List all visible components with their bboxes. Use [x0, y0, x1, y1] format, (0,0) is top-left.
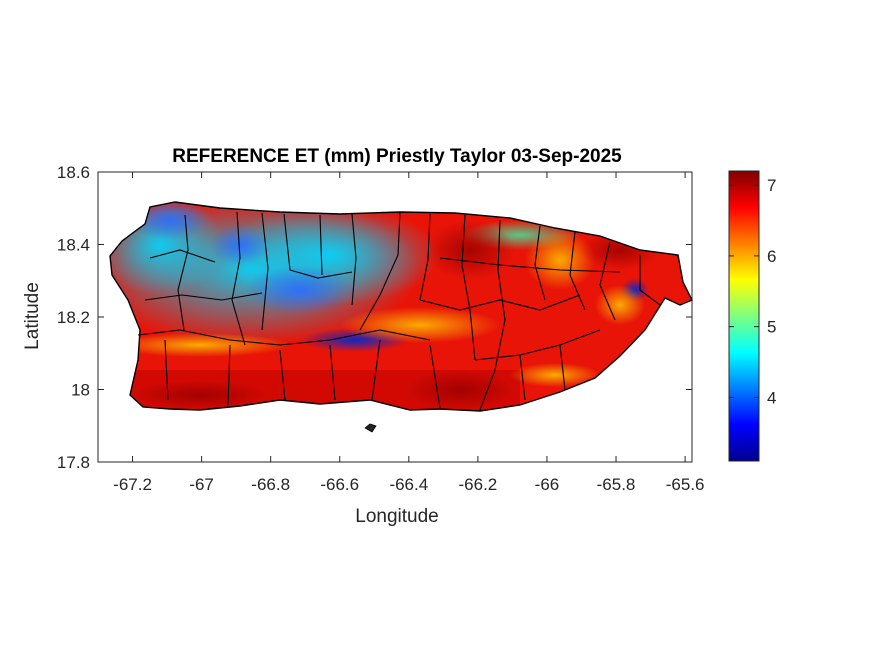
et-raster — [110, 202, 692, 411]
small-island — [364, 423, 377, 433]
municipality-boundaries — [109, 201, 693, 412]
x-tick-label: -66.2 — [459, 475, 498, 494]
y-tick-label: 18 — [71, 381, 90, 400]
x-tick-label: -66.6 — [320, 475, 359, 494]
x-tick-label: -67.2 — [113, 475, 152, 494]
colorbar-gradient — [728, 170, 760, 462]
x-tick-label: -66 — [535, 475, 560, 494]
y-tick-label: 18.6 — [57, 163, 90, 182]
x-axis-label: Longitude — [355, 506, 438, 527]
colorbar-ticks: 4 5 6 7 — [729, 176, 776, 407]
y-tick-label: 18.2 — [57, 308, 90, 327]
y-axis-ticks: 17.8 18 18.2 18.4 18.6 — [57, 163, 692, 472]
x-tick-label: -65.6 — [666, 475, 705, 494]
y-axis-label: Latitude — [22, 282, 43, 350]
colorbar-tick-label: 7 — [767, 176, 776, 195]
chart-title: REFERENCE ET (mm) Priestly Taylor 03-Sep… — [172, 146, 622, 167]
x-tick-label: -66.4 — [389, 475, 428, 494]
colorbar-tick-label: 6 — [767, 247, 776, 266]
colorbar: 4 5 6 7 — [728, 170, 776, 462]
y-tick-label: 18.4 — [57, 236, 90, 255]
colorbar-tick-label: 5 — [767, 318, 776, 337]
x-tick-label: -67 — [189, 475, 214, 494]
x-tick-label: -65.8 — [597, 475, 636, 494]
x-tick-label: -66.8 — [251, 475, 290, 494]
y-tick-label: 17.8 — [57, 453, 90, 472]
x-axis-ticks: -67.2 -67 -66.8 -66.6 -66.4 -66.2 -66 -65.8 -65.… — [113, 172, 704, 494]
colorbar-tick-label: 4 — [767, 388, 776, 407]
